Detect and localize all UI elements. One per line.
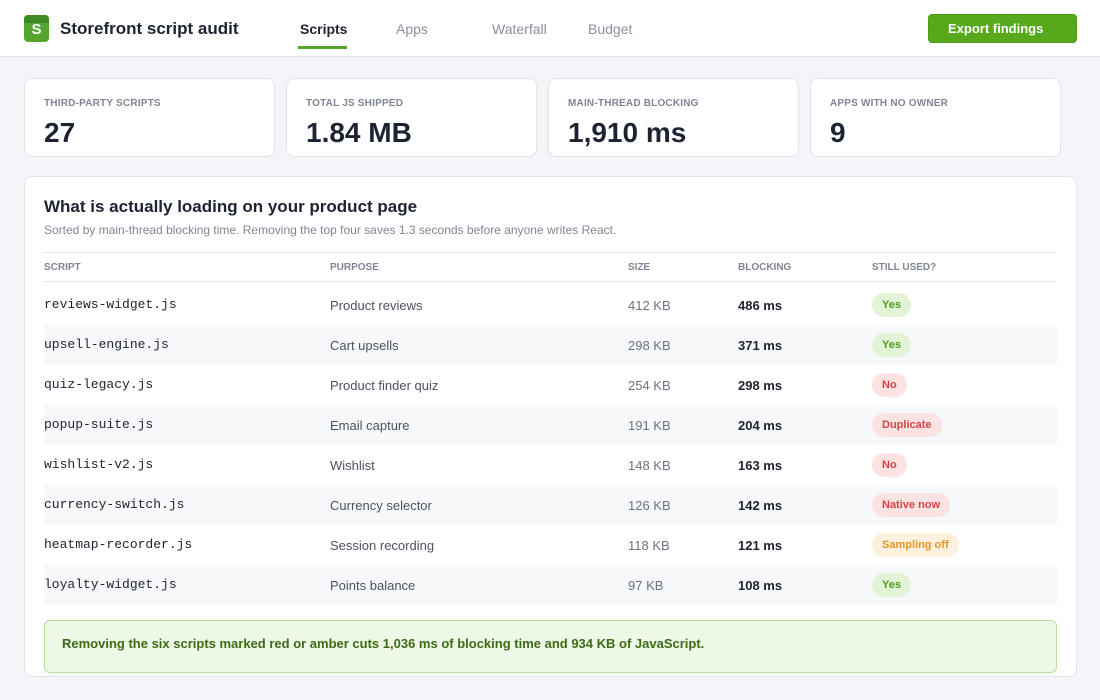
script-purpose: Email capture bbox=[330, 418, 410, 433]
column-header-script[interactable]: SCRIPT bbox=[44, 262, 81, 273]
status-badge: Yes bbox=[872, 333, 911, 357]
column-header-still-used[interactable]: STILL USED? bbox=[872, 262, 937, 273]
stat-label: THIRD-PARTY SCRIPTS bbox=[44, 98, 161, 109]
stat-card-main-thread-blocking: MAIN-THREAD BLOCKING 1,910 ms bbox=[548, 78, 799, 157]
status-badge: No bbox=[872, 373, 907, 397]
table-row[interactable]: loyalty-widget.js Points balance 97 KB 1… bbox=[44, 565, 1057, 605]
script-name: currency-switch.js bbox=[44, 497, 185, 512]
summary-callout: Removing the six scripts marked red or a… bbox=[44, 620, 1057, 673]
script-purpose: Currency selector bbox=[330, 498, 432, 513]
scripts-panel: What is actually loading on your product… bbox=[24, 176, 1077, 677]
panel-title: What is actually loading on your product… bbox=[44, 197, 418, 216]
tab-apps[interactable]: Apps bbox=[396, 21, 428, 37]
script-name: upsell-engine.js bbox=[44, 337, 169, 352]
script-name: quiz-legacy.js bbox=[44, 377, 154, 392]
app-title: Storefront script audit bbox=[60, 19, 239, 38]
table-row[interactable]: popup-suite.js Email capture 191 KB 204 … bbox=[44, 405, 1057, 445]
script-name: loyalty-widget.js bbox=[44, 577, 177, 592]
script-blocking: 142 ms bbox=[738, 498, 783, 513]
column-header-purpose[interactable]: PURPOSE bbox=[330, 262, 379, 273]
script-blocking: 108 ms bbox=[738, 578, 783, 593]
stat-label: MAIN-THREAD BLOCKING bbox=[568, 98, 699, 109]
script-blocking: 121 ms bbox=[738, 538, 783, 553]
export-findings-button[interactable]: Export findings bbox=[928, 14, 1077, 43]
tab-waterfall[interactable]: Waterfall bbox=[492, 21, 547, 37]
script-blocking: 204 ms bbox=[738, 418, 783, 433]
stat-label: APPS WITH NO OWNER bbox=[830, 98, 949, 109]
stat-value: 1.84 MB bbox=[306, 117, 412, 148]
script-size: 191 KB bbox=[628, 418, 671, 433]
stat-value: 9 bbox=[830, 117, 846, 148]
script-size: 126 KB bbox=[628, 498, 671, 513]
script-blocking: 163 ms bbox=[738, 458, 783, 473]
script-purpose: Product finder quiz bbox=[330, 378, 439, 393]
scripts-table-body: reviews-widget.js Product reviews 412 KB… bbox=[44, 285, 1057, 605]
stat-label: TOTAL JS SHIPPED bbox=[306, 98, 404, 109]
script-blocking: 298 ms bbox=[738, 378, 783, 393]
table-row[interactable]: quiz-legacy.js Product finder quiz 254 K… bbox=[44, 365, 1057, 405]
table-row[interactable]: currency-switch.js Currency selector 126… bbox=[44, 485, 1057, 525]
script-purpose: Cart upsells bbox=[330, 338, 399, 353]
stat-value: 1,910 ms bbox=[568, 117, 687, 148]
status-badge: No bbox=[872, 453, 907, 477]
top-bar: S Storefront script audit Scripts Apps W… bbox=[0, 0, 1100, 57]
status-badge: Yes bbox=[872, 573, 911, 597]
script-blocking: 371 ms bbox=[738, 338, 783, 353]
script-purpose: Wishlist bbox=[330, 458, 375, 473]
stat-card-apps-no-owner: APPS WITH NO OWNER 9 bbox=[810, 78, 1061, 157]
status-badge: Native now bbox=[872, 493, 951, 517]
script-name: popup-suite.js bbox=[44, 417, 154, 432]
script-size: 118 KB bbox=[628, 538, 670, 553]
stat-card-third-party-scripts: THIRD-PARTY SCRIPTS 27 bbox=[24, 78, 275, 157]
column-header-blocking[interactable]: BLOCKING bbox=[738, 262, 792, 273]
script-name: heatmap-recorder.js bbox=[44, 537, 193, 552]
tab-budget[interactable]: Budget bbox=[588, 21, 633, 37]
active-tab-indicator bbox=[298, 46, 347, 49]
script-purpose: Session recording bbox=[330, 538, 435, 553]
script-size: 298 KB bbox=[628, 338, 671, 353]
script-size: 148 KB bbox=[628, 458, 671, 473]
stat-value: 27 bbox=[44, 117, 76, 148]
script-size: 412 KB bbox=[628, 298, 671, 313]
status-badge: Duplicate bbox=[872, 413, 942, 437]
status-badge: Sampling off bbox=[872, 533, 959, 557]
script-size: 254 KB bbox=[628, 378, 671, 393]
table-row[interactable]: upsell-engine.js Cart upsells 298 KB 371… bbox=[44, 325, 1057, 365]
tab-scripts[interactable]: Scripts bbox=[300, 21, 348, 37]
store-logo-icon: S bbox=[24, 15, 49, 42]
table-header: SCRIPT PURPOSE SIZE BLOCKING STILL USED? bbox=[44, 252, 1057, 282]
script-purpose: Product reviews bbox=[330, 298, 423, 313]
table-row[interactable]: reviews-widget.js Product reviews 412 KB… bbox=[44, 285, 1057, 325]
script-name: wishlist-v2.js bbox=[44, 457, 154, 472]
table-row[interactable]: wishlist-v2.js Wishlist 148 KB 163 ms No bbox=[44, 445, 1057, 485]
table-row[interactable]: heatmap-recorder.js Session recording 11… bbox=[44, 525, 1057, 565]
script-name: reviews-widget.js bbox=[44, 297, 177, 312]
script-blocking: 486 ms bbox=[738, 298, 783, 313]
script-size: 97 KB bbox=[628, 578, 664, 593]
script-purpose: Points balance bbox=[330, 578, 416, 593]
panel-subtitle: Sorted by main-thread blocking time. Rem… bbox=[44, 223, 617, 237]
stat-card-total-js: TOTAL JS SHIPPED 1.84 MB bbox=[286, 78, 537, 157]
status-badge: Yes bbox=[872, 293, 911, 317]
column-header-size[interactable]: SIZE bbox=[628, 262, 651, 273]
